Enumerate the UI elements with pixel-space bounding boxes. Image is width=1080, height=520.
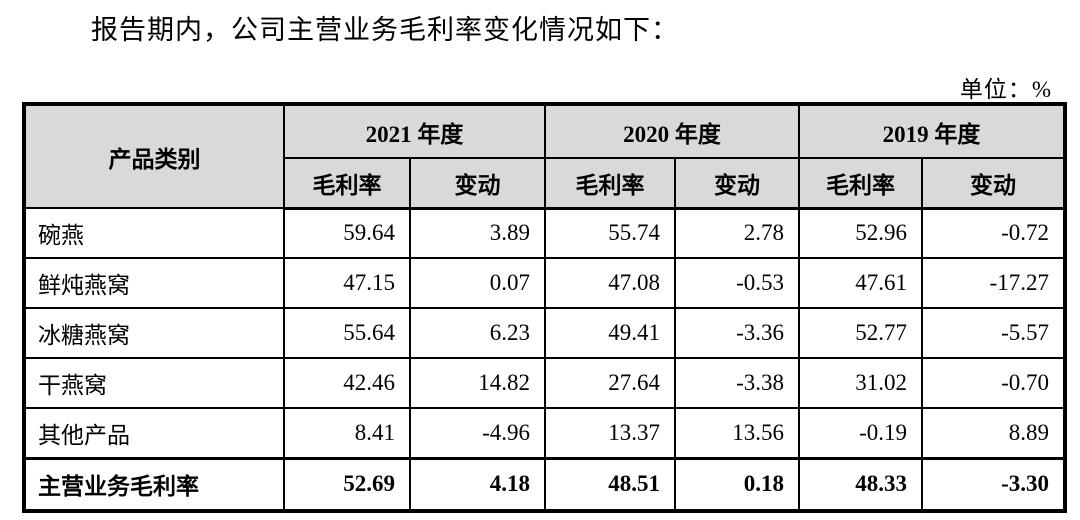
value-cell: 3.89 xyxy=(409,207,546,259)
value-cell: -17.27 xyxy=(921,257,1066,309)
total-value-cell: -3.30 xyxy=(921,456,1066,512)
value-cell: 52.77 xyxy=(798,307,923,359)
gross-margin-table: 产品类别 2021 年度 2020 年度 2019 年度 毛利率 变动 毛利率 … xyxy=(22,102,1067,513)
header-year-row: 产品类别 2021 年度 2020 年度 2019 年度 xyxy=(23,103,1066,209)
product-name-cell: 冰糖燕窝 xyxy=(23,307,285,359)
value-cell: 2.78 xyxy=(674,207,800,259)
col-header-year-2020: 2020 年度 xyxy=(544,103,800,159)
table-row: 冰糖燕窝 55.64 6.23 49.41 -3.36 52.77 -5.57 xyxy=(23,307,1066,359)
total-value-cell: 48.51 xyxy=(544,456,676,512)
table-row: 碗燕 59.64 3.89 55.74 2.78 52.96 -0.72 xyxy=(23,207,1066,259)
value-cell: 42.46 xyxy=(283,357,411,409)
col-header-product-category: 产品类别 xyxy=(23,103,285,209)
value-cell: 49.41 xyxy=(544,307,676,359)
total-row-label: 主营业务毛利率 xyxy=(23,456,285,512)
value-cell: 0.07 xyxy=(409,257,546,309)
col-header-change-2020: 变动 xyxy=(674,157,800,210)
table-row: 鲜炖燕窝 47.15 0.07 47.08 -0.53 47.61 -17.27 xyxy=(23,257,1066,309)
col-header-margin-2019: 毛利率 xyxy=(798,157,923,210)
value-cell: 55.64 xyxy=(283,307,411,359)
value-cell: 14.82 xyxy=(409,357,546,409)
col-header-change-2021: 变动 xyxy=(409,157,546,210)
value-cell: 8.89 xyxy=(921,407,1066,459)
value-cell: 59.64 xyxy=(283,207,411,259)
table-row: 干燕窝 42.46 14.82 27.64 -3.38 31.02 -0.70 xyxy=(23,357,1066,409)
value-cell: 8.41 xyxy=(283,407,411,459)
col-header-margin-2020: 毛利率 xyxy=(544,157,676,210)
total-value-cell: 0.18 xyxy=(674,456,800,512)
value-cell: 52.96 xyxy=(798,207,923,259)
total-value-cell: 4.18 xyxy=(409,456,546,512)
value-cell: 13.37 xyxy=(544,407,676,459)
col-header-year-2021: 2021 年度 xyxy=(283,103,546,159)
value-cell: -0.19 xyxy=(798,407,923,459)
col-header-year-2019: 2019 年度 xyxy=(798,103,1066,159)
value-cell: -3.36 xyxy=(674,307,800,359)
value-cell: 47.61 xyxy=(798,257,923,309)
value-cell: -0.70 xyxy=(921,357,1066,409)
total-value-cell: 48.33 xyxy=(798,456,923,512)
table-row: 其他产品 8.41 -4.96 13.37 13.56 -0.19 8.89 xyxy=(23,407,1066,459)
value-cell: -0.53 xyxy=(674,257,800,309)
value-cell: 6.23 xyxy=(409,307,546,359)
intro-paragraph: 报告期内，公司主营业务毛利率变化情况如下： xyxy=(91,15,679,45)
value-cell: 13.56 xyxy=(674,407,800,459)
col-header-change-2019: 变动 xyxy=(921,157,1066,210)
header-sub-row: 毛利率 变动 毛利率 变动 毛利率 变动 xyxy=(24,157,1066,210)
col-header-margin-2021: 毛利率 xyxy=(283,157,411,210)
value-cell: 47.08 xyxy=(544,257,676,309)
unit-label: 单位：% xyxy=(959,77,1052,102)
product-name-cell: 干燕窝 xyxy=(23,357,285,409)
value-cell: -4.96 xyxy=(409,407,546,459)
value-cell: 47.15 xyxy=(283,257,411,309)
total-row: 主营业务毛利率 52.69 4.18 48.51 0.18 48.33 -3.3… xyxy=(23,456,1066,512)
value-cell: 55.74 xyxy=(544,207,676,259)
product-name-cell: 碗燕 xyxy=(23,207,285,259)
product-name-cell: 其他产品 xyxy=(23,407,285,459)
value-cell: -5.57 xyxy=(921,307,1066,359)
value-cell: -0.72 xyxy=(921,207,1066,259)
value-cell: -3.38 xyxy=(674,357,800,409)
value-cell: 27.64 xyxy=(544,357,676,409)
product-name-cell: 鲜炖燕窝 xyxy=(23,257,285,309)
total-value-cell: 52.69 xyxy=(283,456,411,512)
value-cell: 31.02 xyxy=(798,357,923,409)
